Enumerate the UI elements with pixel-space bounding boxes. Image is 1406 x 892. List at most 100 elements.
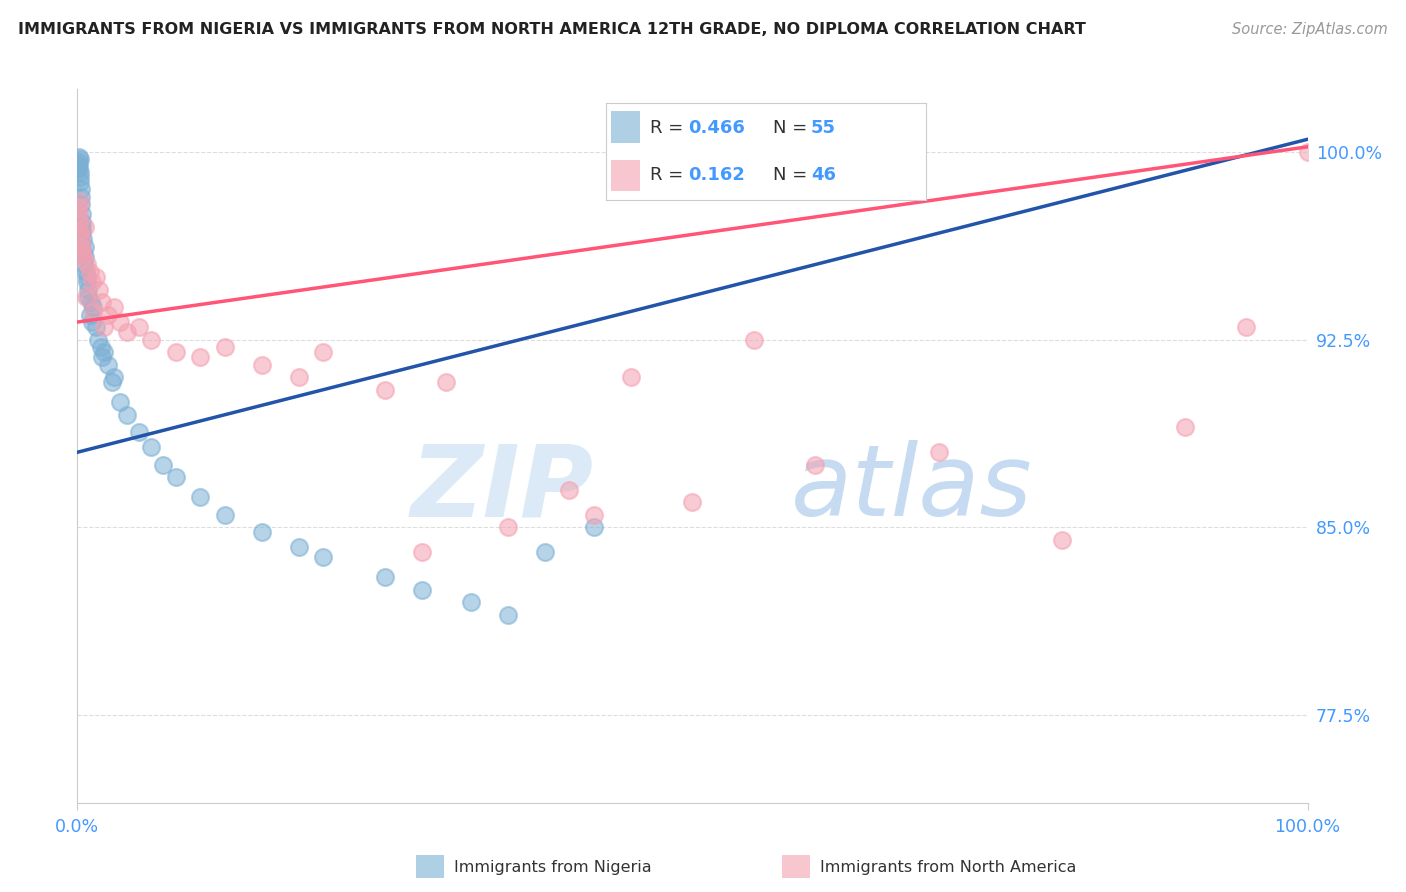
Point <box>90 340 112 354</box>
Point <box>583 508 606 522</box>
Point <box>1296 145 1319 159</box>
Point <box>128 425 150 440</box>
Text: Immigrants from Nigeria: Immigrants from Nigeria <box>454 860 652 874</box>
Point <box>72 244 94 259</box>
Point <box>534 545 557 559</box>
Point <box>67 150 90 164</box>
Point <box>84 270 107 285</box>
Point <box>69 165 91 179</box>
Point <box>73 240 96 254</box>
Point <box>288 541 311 555</box>
Point <box>288 370 311 384</box>
Point <box>75 250 97 264</box>
Point <box>67 154 90 169</box>
Point <box>250 358 273 372</box>
Bar <box>782 855 810 878</box>
Point <box>436 375 458 389</box>
Point <box>97 358 120 372</box>
Point <box>141 440 163 454</box>
Text: IMMIGRANTS FROM NIGERIA VS IMMIGRANTS FROM NORTH AMERICA 12TH GRADE, NO DIPLOMA : IMMIGRANTS FROM NIGERIA VS IMMIGRANTS FR… <box>18 22 1087 37</box>
Point <box>84 320 107 334</box>
Point <box>411 545 433 559</box>
Point <box>93 320 115 334</box>
Point <box>250 525 273 540</box>
Point <box>152 458 174 472</box>
Point <box>496 520 519 534</box>
Point <box>214 508 236 522</box>
Point <box>80 295 103 310</box>
Point <box>69 225 91 239</box>
Point <box>82 315 104 329</box>
Point <box>82 275 104 289</box>
Point <box>620 370 643 384</box>
Point <box>1174 420 1197 434</box>
Point <box>103 370 125 384</box>
Point <box>69 153 91 167</box>
Point <box>79 308 101 322</box>
Point <box>82 305 104 319</box>
Point <box>73 257 96 271</box>
Point <box>374 570 396 584</box>
Point <box>558 483 581 497</box>
Point <box>190 350 212 364</box>
Point <box>90 295 114 310</box>
Point <box>682 495 704 509</box>
Point <box>101 375 124 389</box>
Point <box>76 257 98 271</box>
Point <box>69 169 91 184</box>
Point <box>75 265 97 279</box>
Point <box>77 290 100 304</box>
Point <box>312 345 335 359</box>
Point <box>70 225 93 239</box>
Point <box>66 200 89 214</box>
Point <box>76 283 98 297</box>
Point <box>928 445 950 459</box>
Point <box>1050 533 1073 547</box>
Point <box>70 240 93 254</box>
Point <box>69 194 91 209</box>
Point <box>76 270 98 285</box>
Point <box>79 265 101 279</box>
Point <box>67 160 90 174</box>
Point <box>312 550 335 565</box>
Point <box>70 190 93 204</box>
Point <box>69 182 91 196</box>
Point <box>73 219 96 234</box>
Point <box>66 157 89 171</box>
Text: atlas: atlas <box>792 441 1032 537</box>
Point <box>70 207 93 221</box>
Point <box>742 333 765 347</box>
Point <box>97 308 120 322</box>
Point <box>70 197 93 211</box>
Point <box>110 395 132 409</box>
Point <box>69 175 91 189</box>
Point <box>1234 320 1257 334</box>
Point <box>67 162 90 177</box>
Point <box>70 215 93 229</box>
Text: ZIP: ZIP <box>411 441 595 537</box>
Point <box>67 207 90 221</box>
Point <box>89 283 111 297</box>
Point <box>90 350 114 364</box>
Point <box>87 333 110 347</box>
Point <box>496 607 519 622</box>
Point <box>128 320 150 334</box>
Text: Source: ZipAtlas.com: Source: ZipAtlas.com <box>1232 22 1388 37</box>
Point <box>70 232 93 246</box>
Point <box>70 244 93 259</box>
Point <box>115 408 138 422</box>
Point <box>141 333 163 347</box>
Point <box>190 491 212 505</box>
Point <box>115 325 138 339</box>
Point <box>165 345 187 359</box>
Point <box>214 340 236 354</box>
Point <box>72 250 94 264</box>
Point <box>76 275 98 289</box>
Bar <box>416 855 444 878</box>
Point <box>110 315 132 329</box>
Point <box>804 458 827 472</box>
Text: Immigrants from North America: Immigrants from North America <box>820 860 1076 874</box>
Point <box>72 232 94 246</box>
Point <box>93 345 115 359</box>
Point <box>165 470 187 484</box>
